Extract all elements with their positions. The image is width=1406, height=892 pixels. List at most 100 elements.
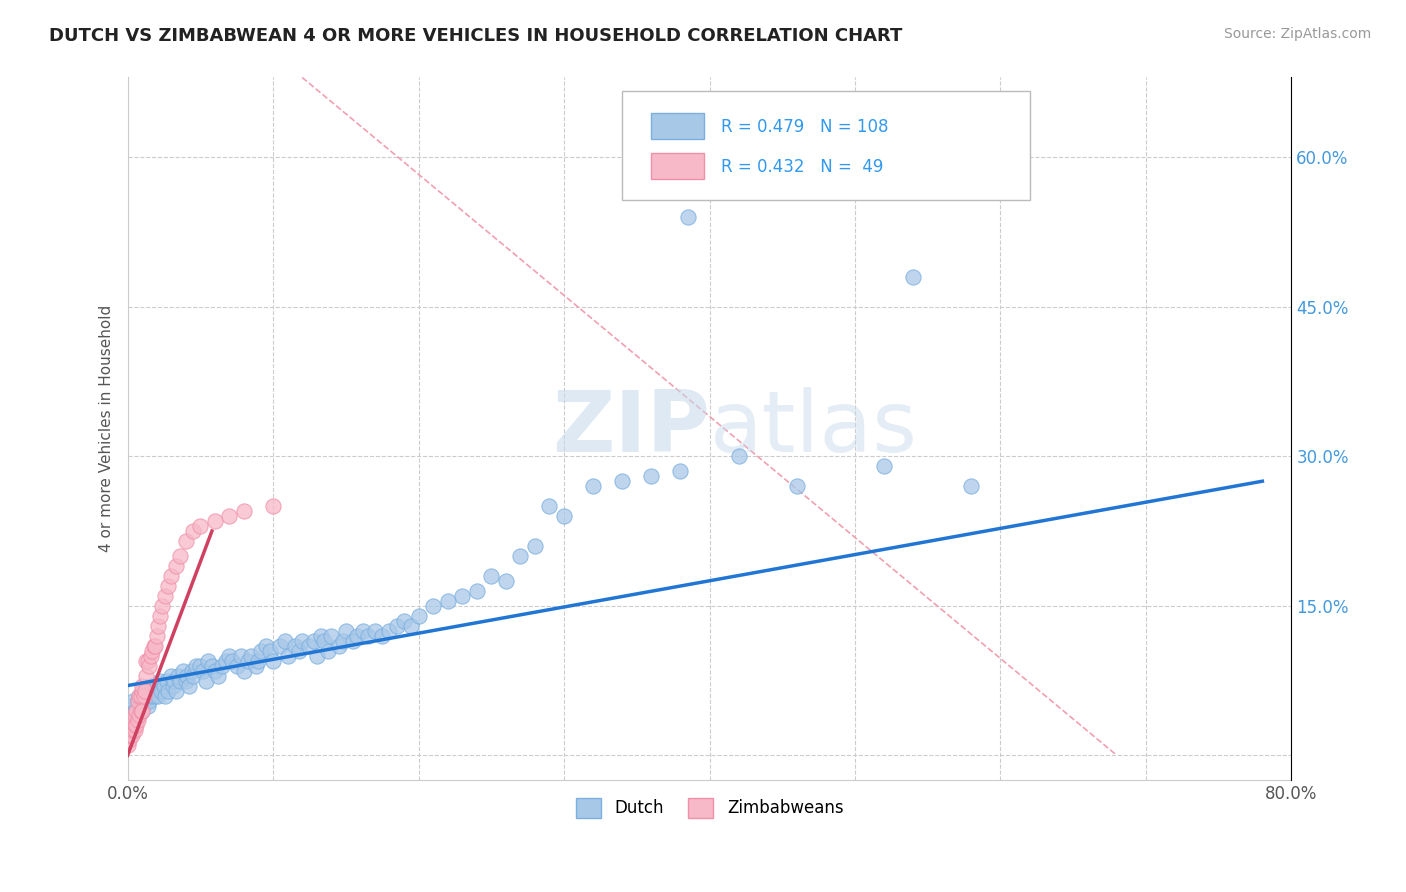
- Dutch: [146, 689, 169, 703]
- Zimbabweans: [128, 708, 150, 723]
- Zimbabweans: [262, 499, 284, 513]
- Dutch: [150, 683, 173, 698]
- Dutch: [309, 629, 332, 643]
- Dutch: [960, 479, 983, 493]
- Zimbabweans: [118, 728, 141, 742]
- Dutch: [155, 689, 177, 703]
- Zimbabweans: [181, 524, 204, 538]
- Text: R = 0.479   N = 108: R = 0.479 N = 108: [721, 118, 889, 136]
- Dutch: [901, 269, 924, 284]
- Zimbabweans: [233, 504, 256, 518]
- Zimbabweans: [188, 519, 211, 533]
- Dutch: [229, 648, 252, 663]
- Dutch: [495, 574, 517, 588]
- Zimbabweans: [145, 629, 167, 643]
- Text: R = 0.432   N =  49: R = 0.432 N = 49: [721, 158, 883, 176]
- Dutch: [201, 658, 224, 673]
- Zimbabweans: [218, 509, 240, 524]
- Zimbabweans: [125, 718, 148, 732]
- Dutch: [204, 664, 226, 678]
- Dutch: [233, 664, 256, 678]
- Dutch: [167, 668, 190, 682]
- Dutch: [328, 639, 350, 653]
- Legend: Dutch, Zimbabweans: Dutch, Zimbabweans: [569, 791, 851, 825]
- Dutch: [129, 698, 152, 713]
- Zimbabweans: [160, 569, 183, 583]
- Dutch: [669, 464, 692, 478]
- Dutch: [254, 639, 277, 653]
- Dutch: [346, 629, 368, 643]
- Dutch: [195, 673, 218, 688]
- Dutch: [221, 654, 243, 668]
- Dutch: [136, 698, 159, 713]
- Zimbabweans: [124, 718, 146, 732]
- Dutch: [193, 664, 215, 678]
- Dutch: [156, 673, 179, 688]
- Dutch: [422, 599, 444, 613]
- Text: Source: ZipAtlas.com: Source: ZipAtlas.com: [1223, 27, 1371, 41]
- Dutch: [786, 479, 808, 493]
- Zimbabweans: [124, 708, 146, 723]
- Dutch: [238, 654, 260, 668]
- Dutch: [177, 679, 200, 693]
- Dutch: [335, 624, 357, 638]
- Dutch: [197, 654, 219, 668]
- Dutch: [207, 668, 229, 682]
- Zimbabweans: [122, 723, 145, 738]
- Dutch: [392, 614, 415, 628]
- Dutch: [676, 210, 699, 224]
- Zimbabweans: [141, 643, 163, 657]
- Dutch: [172, 664, 194, 678]
- Dutch: [138, 689, 160, 703]
- Dutch: [157, 683, 180, 698]
- Zimbabweans: [143, 639, 166, 653]
- Dutch: [509, 549, 531, 563]
- FancyBboxPatch shape: [651, 112, 703, 139]
- Zimbabweans: [122, 714, 145, 728]
- Dutch: [727, 450, 749, 464]
- Dutch: [523, 539, 546, 553]
- Dutch: [465, 583, 488, 598]
- Dutch: [139, 679, 162, 693]
- Dutch: [245, 658, 267, 673]
- Dutch: [215, 654, 238, 668]
- Dutch: [163, 673, 186, 688]
- Dutch: [582, 479, 605, 493]
- Zimbabweans: [131, 704, 153, 718]
- Dutch: [135, 683, 157, 698]
- Dutch: [143, 689, 166, 703]
- Zimbabweans: [142, 639, 165, 653]
- Dutch: [538, 499, 561, 513]
- Zimbabweans: [135, 654, 157, 668]
- Dutch: [259, 643, 281, 657]
- Zimbabweans: [120, 723, 142, 738]
- Dutch: [211, 658, 233, 673]
- Dutch: [640, 469, 662, 483]
- Dutch: [298, 639, 321, 653]
- FancyBboxPatch shape: [623, 92, 1029, 201]
- Dutch: [479, 569, 502, 583]
- Zimbabweans: [139, 648, 162, 663]
- Dutch: [138, 693, 160, 707]
- Dutch: [184, 658, 207, 673]
- Zimbabweans: [157, 579, 180, 593]
- Dutch: [218, 648, 240, 663]
- Zimbabweans: [174, 534, 197, 549]
- Dutch: [122, 693, 145, 707]
- Dutch: [332, 633, 354, 648]
- Zimbabweans: [165, 558, 187, 573]
- Dutch: [288, 643, 311, 657]
- Zimbabweans: [132, 689, 155, 703]
- Zimbabweans: [169, 549, 191, 563]
- Dutch: [127, 693, 149, 707]
- Text: ZIP: ZIP: [551, 387, 710, 470]
- Dutch: [181, 668, 204, 682]
- Y-axis label: 4 or more Vehicles in Household: 4 or more Vehicles in Household: [100, 305, 114, 552]
- Zimbabweans: [118, 733, 141, 747]
- Dutch: [378, 624, 401, 638]
- Dutch: [180, 664, 202, 678]
- Dutch: [352, 624, 374, 638]
- Dutch: [401, 619, 423, 633]
- Dutch: [176, 668, 198, 682]
- Dutch: [436, 594, 458, 608]
